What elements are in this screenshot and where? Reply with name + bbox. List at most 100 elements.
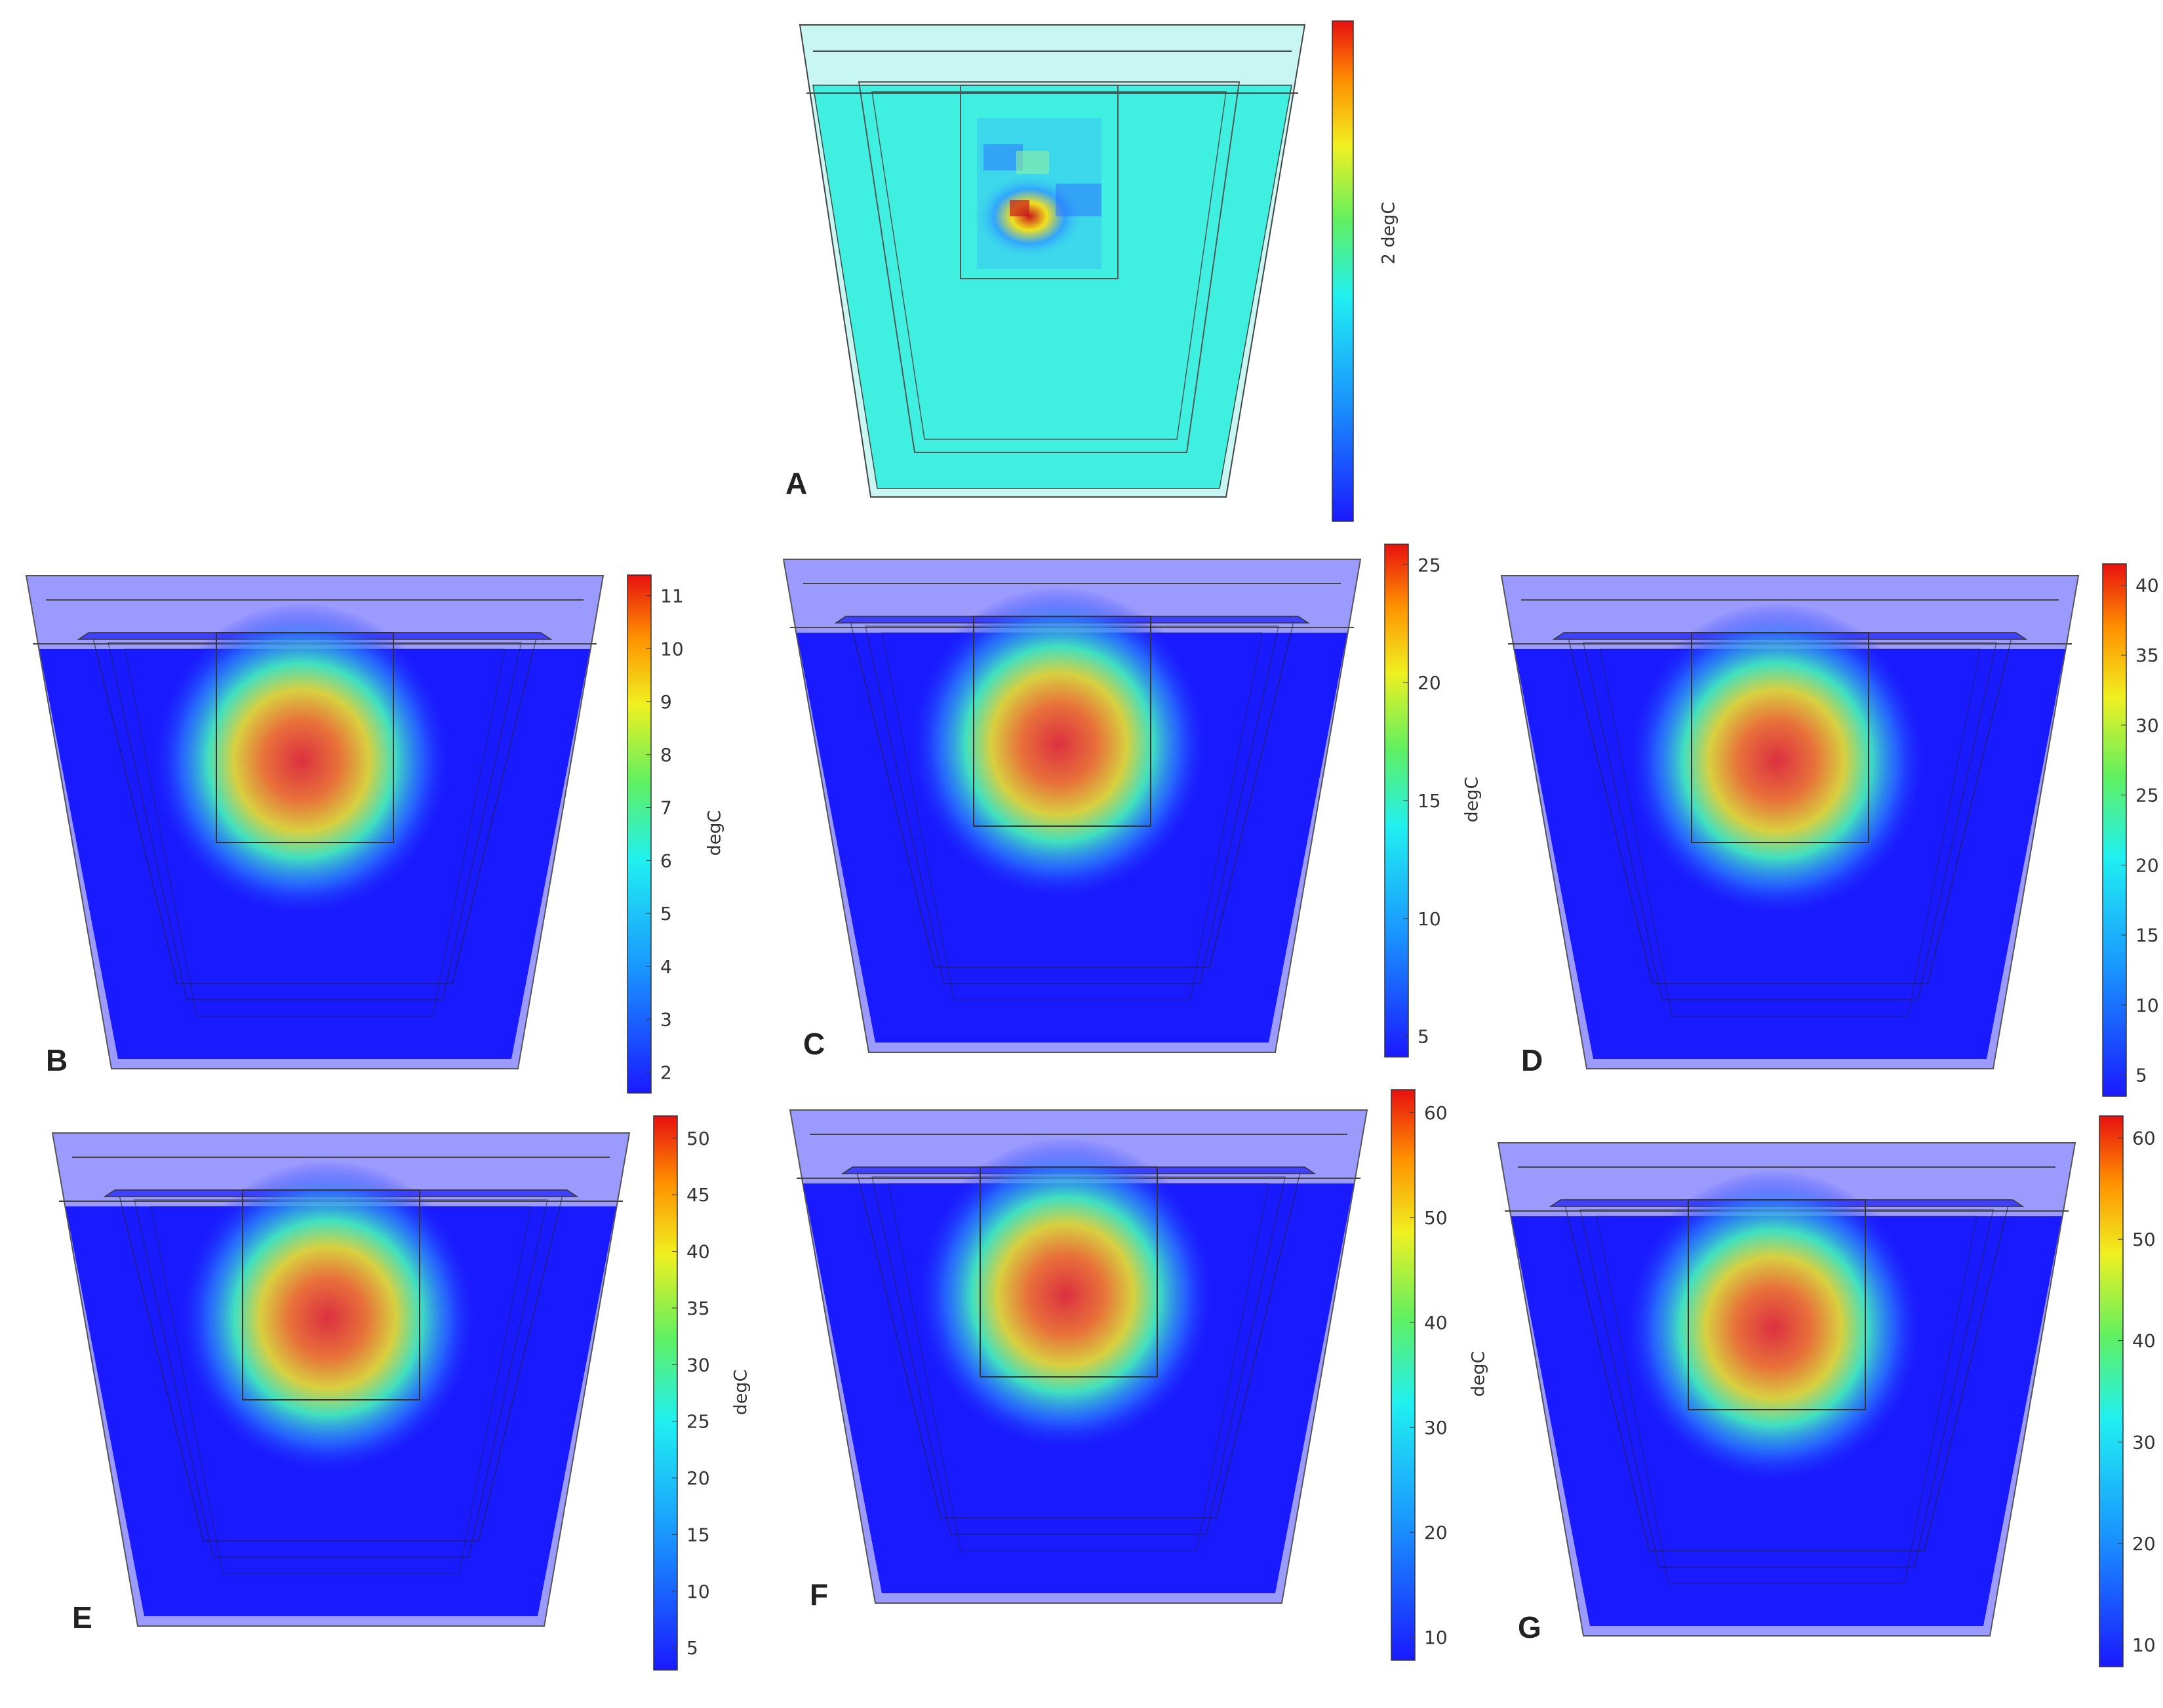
sample-region [1688,1199,1866,1410]
sample-region [216,632,394,843]
panel-a-graphic [799,20,1354,522]
tick-label: 6 [660,850,672,871]
tick-label: 5 [2135,1065,2147,1086]
panel-c [777,554,1485,1124]
heat-spot [177,1161,479,1475]
panel-d [1495,570,2163,1141]
panel-a: 2 degC A [785,20,1423,522]
colorbar-f: 10 20 30 40 50 60 [1390,1088,1495,1672]
tick-label: 7 [660,797,672,819]
tick-label: 20 [686,1467,710,1489]
tick-label: 45 [686,1184,710,1206]
tick-label: 10 [686,1581,710,1602]
tick-label: 35 [686,1298,710,1319]
panel-e [46,1128,754,1698]
tick-label: 30 [686,1354,710,1376]
tick-label: 5 [660,903,672,924]
panel-label: A [785,466,808,500]
panel-graphic [782,559,1362,1053]
tick-label: 20 [1418,672,1441,694]
tick-label: 50 [1424,1207,1448,1229]
colorbar-scale [627,574,652,1094]
tick-label: 25 [686,1411,710,1433]
panel-label: B [46,1043,68,1077]
colorbar-g: 10 20 30 40 50 60 [2098,1115,2163,1678]
tick-label: 30 [1424,1417,1448,1439]
panel-b [20,570,728,1141]
tick-label: 40 [2135,574,2159,596]
panel-graphic [25,575,605,1069]
colorbar-label: 2 degC [1378,201,1399,265]
heat-spot [1623,1170,1924,1485]
colorbar-graphic: 5 10 15 20 25 30 35 40 [2102,563,2159,1097]
tick-label: 35 [2135,645,2159,666]
sample-region [960,85,1119,279]
tick-label: 10 [1424,1627,1448,1648]
colorbar-graphic: 5 10 15 20 25 30 35 40 45 50 [653,1115,710,1671]
tick-label: 15 [1418,790,1441,812]
heat-spot [915,1138,1216,1452]
colorbar-e: 5 10 15 20 25 30 35 40 45 50 [652,1115,757,1682]
heat-spot [908,587,1210,902]
tick-label: 50 [686,1128,710,1149]
tick-label: 40 [1424,1312,1448,1334]
tick-label: 10 [2132,1634,2156,1656]
panel-graphic [789,1109,1368,1604]
panel-graphic [1500,575,2080,1069]
sample-region [980,1166,1158,1378]
tick-label: 10 [1418,908,1441,930]
colorbar-b: 2 3 4 5 6 7 8 9 10 11 [626,574,731,1105]
panel-label: D [1521,1043,1543,1077]
panel-f [784,1105,1492,1675]
panel-label: C [803,1027,825,1061]
tick-label: 5 [1418,1026,1429,1048]
colorbar-graphic: 10 20 30 40 50 60 [1391,1089,1448,1661]
tick-label: 15 [2135,924,2159,946]
tick-label: 30 [2135,715,2159,736]
heat-spot [1626,603,1928,918]
container-fluid [812,85,1292,489]
sample-region [973,616,1151,827]
tick-label: 15 [686,1524,710,1545]
colorbar-c: 5 10 15 20 25 [1383,543,1488,1069]
tick-label: 50 [2132,1229,2156,1250]
sample-region [1691,632,1869,843]
colorbar-unit-label: degC [1468,1351,1489,1397]
panel-label: F [810,1578,829,1612]
panel-label: E [72,1600,92,1635]
colorbar-unit-label: degC [704,810,725,856]
colorbar [1332,20,1354,522]
tick-label: 5 [686,1637,698,1659]
colorbar-unit-label: degC [730,1369,751,1415]
tick-label: 25 [2135,785,2159,806]
tick-label: 20 [1424,1522,1448,1543]
panel-graphic [1497,1142,2076,1637]
tick-label: 2 [660,1062,672,1083]
colorbar-scale [653,1115,678,1671]
tick-label: 3 [660,1009,672,1031]
tick-label: 8 [660,744,672,766]
panel-graphic [51,1132,631,1627]
colorbar-graphic: 10 20 30 40 50 60 [2099,1115,2156,1667]
colorbar-scale [1391,1089,1416,1661]
tick-label: 60 [1424,1102,1448,1124]
tick-label: 40 [686,1241,710,1263]
tick-label: 10 [660,638,684,660]
tick-label: 25 [1418,554,1441,576]
panel-g [1492,1138,2163,1708]
tick-label: 4 [660,956,672,978]
tick-label: 11 [660,586,684,607]
tick-label: 9 [660,691,672,713]
tick-label: 60 [2132,1128,2156,1149]
colorbar-graphic: 5 10 15 20 25 [1384,544,1441,1058]
colorbar-scale [2099,1115,2124,1667]
heat-spot [151,603,452,918]
tick-label: 40 [2132,1330,2156,1352]
tick-label: 20 [2135,854,2159,876]
colorbar-d: 5 10 15 20 25 30 35 40 [2101,563,2163,1108]
sample-region [242,1189,420,1400]
tick-label: 10 [2135,995,2159,1016]
colorbar-scale [2102,563,2127,1097]
tick-label: 20 [2132,1533,2156,1555]
colorbar-graphic: 2 3 4 5 6 7 8 9 10 11 [627,574,684,1094]
